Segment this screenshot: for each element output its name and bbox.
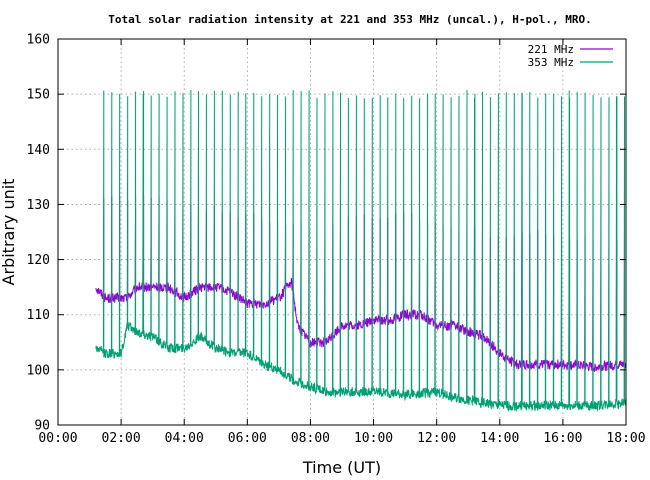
- legend-label: 353 MHz: [528, 56, 574, 69]
- x-axis-label: Time (UT): [302, 458, 381, 477]
- y-tick-label: 150: [27, 88, 50, 103]
- x-tick-label: 06:00: [228, 431, 267, 446]
- x-axis: 00:00 02:00 04:00 06:00 08:00 10:00 12:00 14:00…: [38, 39, 646, 446]
- x-tick-label: 16:00: [543, 431, 582, 446]
- x-tick-label: 18:00: [606, 431, 645, 446]
- plot-frame: [57, 38, 627, 426]
- y-tick-label: 140: [27, 143, 50, 158]
- x-tick-label: 04:00: [165, 431, 204, 446]
- y-tick-label: 130: [27, 198, 50, 213]
- grid: [58, 39, 626, 425]
- chart-title: Total solar radiation intensity at 221 a…: [108, 13, 591, 26]
- y-tick-label: 160: [27, 33, 50, 48]
- y-axis: 90 100 110 120 130 140 150 160: [27, 33, 626, 434]
- legend-label: 221 MHz: [528, 43, 574, 56]
- y-tick-label: 90: [34, 419, 50, 434]
- y-tick-label: 100: [27, 363, 50, 378]
- x-tick-label: 10:00: [354, 431, 393, 446]
- x-tick-label: 14:00: [480, 431, 519, 446]
- series-line-1: [95, 90, 627, 413]
- plot-area: [95, 90, 627, 413]
- y-axis-label: Arbitrary unit: [0, 179, 18, 286]
- x-tick-label: 08:00: [291, 431, 330, 446]
- x-tick-label: 12:00: [417, 431, 456, 446]
- x-tick-label: 02:00: [102, 431, 141, 446]
- y-tick-label: 110: [27, 308, 50, 323]
- x-tick-label: 00:00: [38, 431, 77, 446]
- y-tick-label: 120: [27, 253, 50, 268]
